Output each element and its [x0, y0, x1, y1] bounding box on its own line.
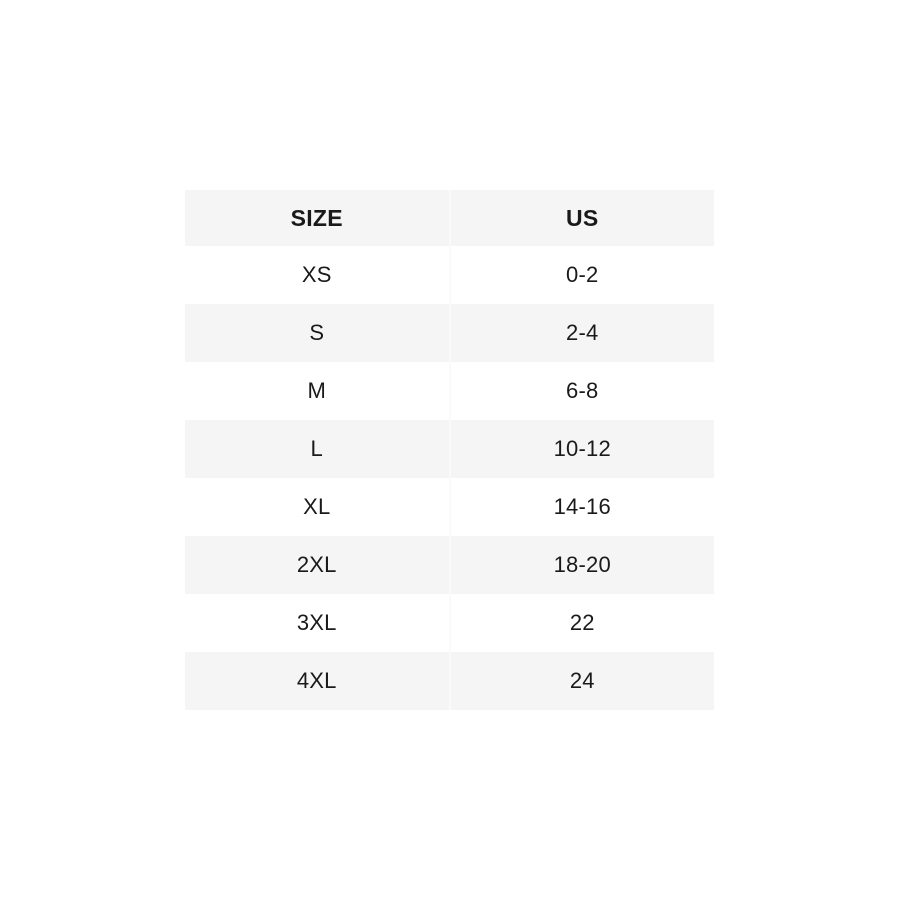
size-cell: 2XL — [185, 536, 449, 594]
us-cell: 6-8 — [450, 362, 714, 420]
us-cell: 0-2 — [450, 246, 714, 304]
us-cell: 24 — [450, 652, 714, 710]
column-header-us: US — [450, 190, 714, 246]
us-cell: 22 — [450, 594, 714, 652]
us-cell: 18-20 — [450, 536, 714, 594]
table-row: XL 14-16 — [185, 478, 714, 536]
header-row: SIZE US — [185, 190, 714, 246]
size-cell: 4XL — [185, 652, 449, 710]
table-row: 4XL 24 — [185, 652, 714, 710]
table-row: XS 0-2 — [185, 246, 714, 304]
us-cell: 10-12 — [450, 420, 714, 478]
table-row: L 10-12 — [185, 420, 714, 478]
size-cell: L — [185, 420, 449, 478]
table-row: 3XL 22 — [185, 594, 714, 652]
size-cell: M — [185, 362, 449, 420]
size-cell: S — [185, 304, 449, 362]
column-header-size: SIZE — [185, 190, 449, 246]
size-chart-table: SIZE US XS 0-2 S 2-4 M 6-8 L 10-12 XL 14… — [185, 190, 714, 710]
table-row: M 6-8 — [185, 362, 714, 420]
us-cell: 2-4 — [450, 304, 714, 362]
table-row: 2XL 18-20 — [185, 536, 714, 594]
size-cell: XS — [185, 246, 449, 304]
size-cell: XL — [185, 478, 449, 536]
us-cell: 14-16 — [450, 478, 714, 536]
size-cell: 3XL — [185, 594, 449, 652]
table-row: S 2-4 — [185, 304, 714, 362]
